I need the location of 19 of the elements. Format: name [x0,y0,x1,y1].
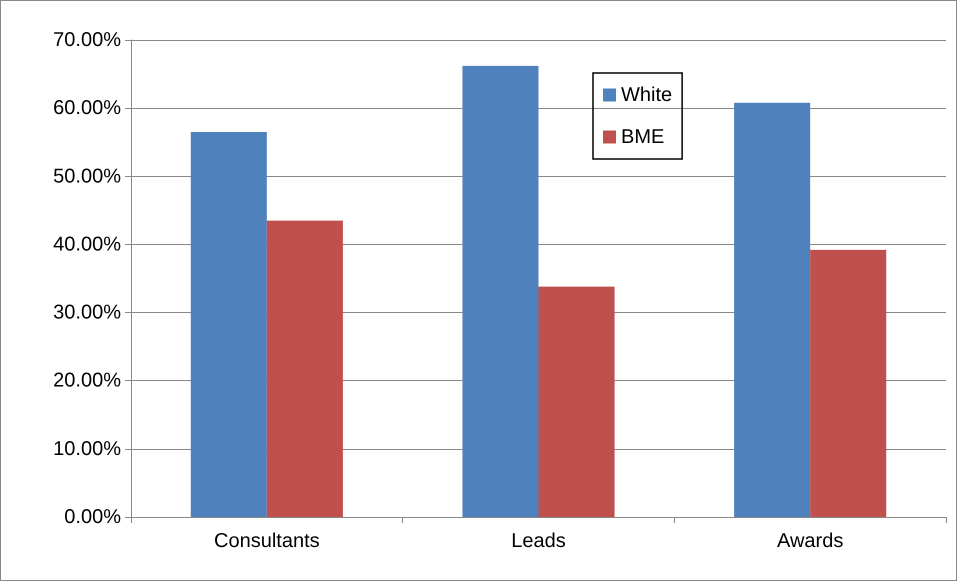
bar [266,220,343,517]
x-tick-label: Leads [511,530,566,552]
y-tick-label: 10.00% [53,438,122,460]
y-tick-label: 50.00% [53,165,122,188]
y-tick-label: 30.00% [53,302,122,324]
bar [734,102,810,517]
x-tick-label: Consultants [214,530,320,552]
y-tick-label: 20.00% [53,370,122,392]
y-tick-label: 60.00% [53,97,122,120]
bar [462,66,538,517]
y-tick-label: 0.00% [64,506,122,528]
y-tick-label: 70.00% [53,29,122,51]
x-tick-label: Awards [777,530,844,552]
bar [190,132,267,517]
legend-label: BME [621,126,664,148]
y-tick-label: 40.00% [53,233,122,256]
bar [538,286,615,517]
bar [810,250,886,517]
legend-label: White [621,84,672,106]
